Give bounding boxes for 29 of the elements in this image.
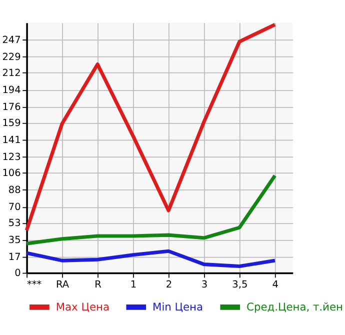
y-tick-label: 212 xyxy=(2,68,21,79)
y-tick-label: 159 xyxy=(2,118,21,129)
x-tick-label: R xyxy=(94,279,102,290)
y-tick-label: 35 xyxy=(8,234,21,246)
line-series xyxy=(24,22,277,232)
line-series xyxy=(24,249,277,268)
legend-label: Сред.Цена, т.йен xyxy=(246,300,343,314)
legend-label: Max Цена xyxy=(56,300,110,314)
x-tick-label: *** xyxy=(27,279,42,290)
y-tick-label: 141 xyxy=(2,134,21,146)
y-tick-label: 17 xyxy=(8,252,21,263)
y-tick-label: 106 xyxy=(2,168,21,179)
x-tick-label: RA xyxy=(56,279,70,290)
y-tick-label: 70 xyxy=(8,202,21,213)
y-tick-label: 229 xyxy=(2,52,21,63)
y-tick-label: 194 xyxy=(2,84,21,96)
y-tick-label: 123 xyxy=(2,152,21,163)
x-tick-label: 3,5 xyxy=(232,279,248,290)
line-series xyxy=(24,174,277,246)
x-tick-label: 2 xyxy=(166,279,172,290)
x-tick-label: 4 xyxy=(272,279,278,290)
y-tick-label: 176 xyxy=(2,102,21,113)
x-tick-label: 1 xyxy=(130,279,137,290)
legend-label: Min Цена xyxy=(152,300,204,314)
y-tick-label: 53 xyxy=(8,218,21,229)
y-tick-label: 247 xyxy=(2,34,21,46)
x-tick-label: 3 xyxy=(201,279,208,290)
y-tick-label: 88 xyxy=(8,184,21,196)
y-tick-label: 0 xyxy=(14,268,21,279)
